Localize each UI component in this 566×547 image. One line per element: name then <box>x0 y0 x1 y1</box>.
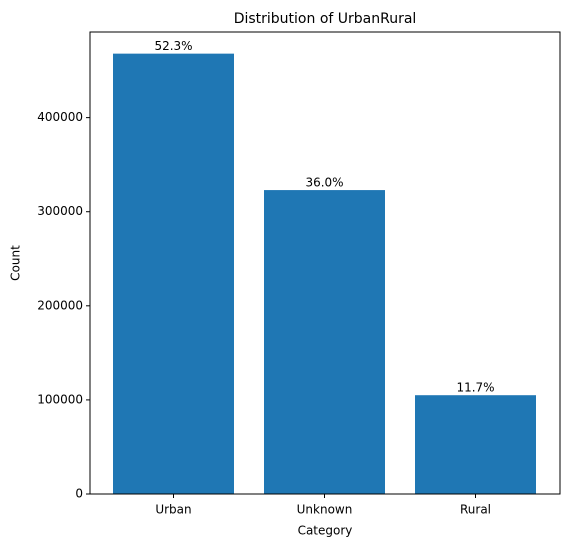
y-axis-label: Count <box>9 245 23 281</box>
bar-label: 52.3% <box>154 39 192 53</box>
bar <box>264 190 385 494</box>
bar-label: 36.0% <box>305 176 343 190</box>
bar <box>113 53 234 495</box>
x-axis-label: Category <box>298 524 353 538</box>
y-tick-label: 100000 <box>37 392 83 406</box>
plot-frame <box>89 31 561 495</box>
y-tick-label: 300000 <box>37 204 83 218</box>
x-tick-label: Unknown <box>297 503 353 517</box>
chart-title: Distribution of UrbanRural <box>234 11 417 27</box>
y-tick-label: 200000 <box>37 298 83 312</box>
bar-label: 11.7% <box>456 381 494 395</box>
y-tick-label: 400000 <box>37 110 83 124</box>
x-tick-label: Urban <box>155 503 191 517</box>
y-tick-label: 0 <box>75 487 83 501</box>
bar <box>415 395 536 494</box>
x-tick-label: Rural <box>460 503 491 517</box>
